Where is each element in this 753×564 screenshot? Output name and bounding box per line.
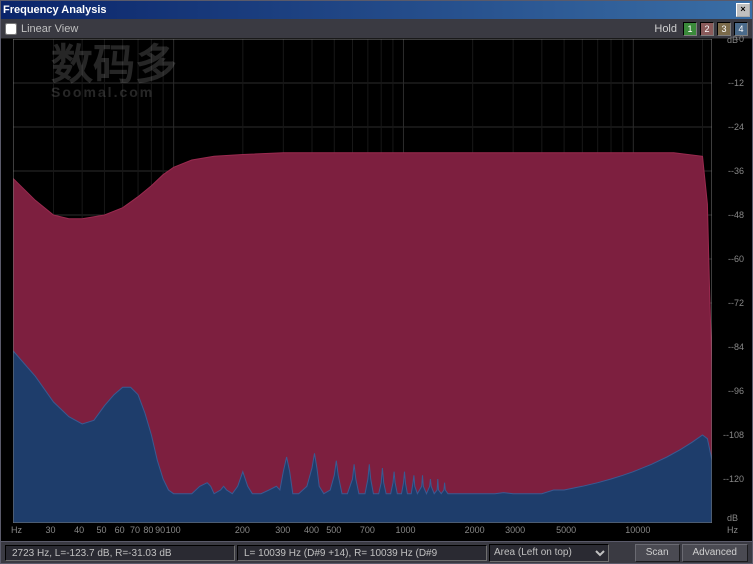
y-tick-label: --84 [728, 342, 744, 352]
linear-view-checkbox[interactable] [5, 23, 17, 35]
x-tick-label: 500 [326, 525, 341, 535]
x-tick-label: 700 [360, 525, 375, 535]
hold-button-3[interactable]: 3 [717, 22, 731, 36]
x-tick-label: 100 [166, 525, 181, 535]
close-icon: × [740, 4, 745, 14]
toolbar: Linear View Hold 1 2 3 4 [1, 19, 752, 39]
titlebar[interactable]: Frequency Analysis × [1, 1, 752, 19]
close-button[interactable]: × [736, 3, 750, 17]
scan-button[interactable]: Scan [635, 544, 680, 562]
hold-button-2[interactable]: 2 [700, 22, 714, 36]
spectrum-chart[interactable]: Hz Hz dB dB -0--12--24--36--48--60--72--… [13, 39, 712, 523]
x-axis-unit-right: Hz [727, 525, 738, 535]
x-tick-label: 1000 [395, 525, 415, 535]
x-tick-label: 90 [155, 525, 165, 535]
frequency-analysis-window: Frequency Analysis × Linear View Hold 1 … [0, 0, 753, 564]
y-tick-label: --72 [728, 298, 744, 308]
hold-label: Hold [654, 23, 677, 35]
x-tick-label: 3000 [505, 525, 525, 535]
y-tick-label: --96 [728, 386, 744, 396]
x-tick-label: 30 [45, 525, 55, 535]
x-tick-label: 400 [304, 525, 319, 535]
x-tick-label: 40 [74, 525, 84, 535]
x-tick-label: 5000 [556, 525, 576, 535]
chart-canvas [13, 39, 712, 523]
y-tick-label: --36 [728, 166, 744, 176]
x-axis-unit-left: Hz [11, 525, 22, 535]
y-tick-label: --48 [728, 210, 744, 220]
hold-button-1[interactable]: 1 [683, 22, 697, 36]
y-tick-label: -0 [736, 34, 744, 44]
area-mode-select[interactable]: Area (Left on top) [489, 544, 609, 562]
x-tick-label: 300 [275, 525, 290, 535]
x-tick-label: 80 [143, 525, 153, 535]
x-tick-label: 70 [130, 525, 140, 535]
x-tick-label: 50 [96, 525, 106, 535]
advanced-button[interactable]: Advanced [682, 544, 748, 562]
statusbar: 2723 Hz, L=-123.7 dB, R=-31.03 dB L= 100… [1, 541, 752, 563]
x-tick-label: 2000 [465, 525, 485, 535]
linear-view-label: Linear View [21, 23, 78, 35]
window-title: Frequency Analysis [3, 4, 107, 16]
y-tick-label: --12 [728, 78, 744, 88]
note-readout: L= 10039 Hz (D#9 +14), R= 10039 Hz (D#9 [237, 545, 487, 561]
x-tick-label: 60 [115, 525, 125, 535]
cursor-readout: 2723 Hz, L=-123.7 dB, R=-31.03 dB [5, 545, 235, 561]
y-tick-label: --108 [723, 430, 744, 440]
y-tick-label: --60 [728, 254, 744, 264]
x-tick-label: 200 [235, 525, 250, 535]
y-axis-unit-bottom: dB [727, 513, 738, 523]
y-tick-label: --120 [723, 474, 744, 484]
x-tick-label: 10000 [625, 525, 650, 535]
y-tick-label: --24 [728, 122, 744, 132]
